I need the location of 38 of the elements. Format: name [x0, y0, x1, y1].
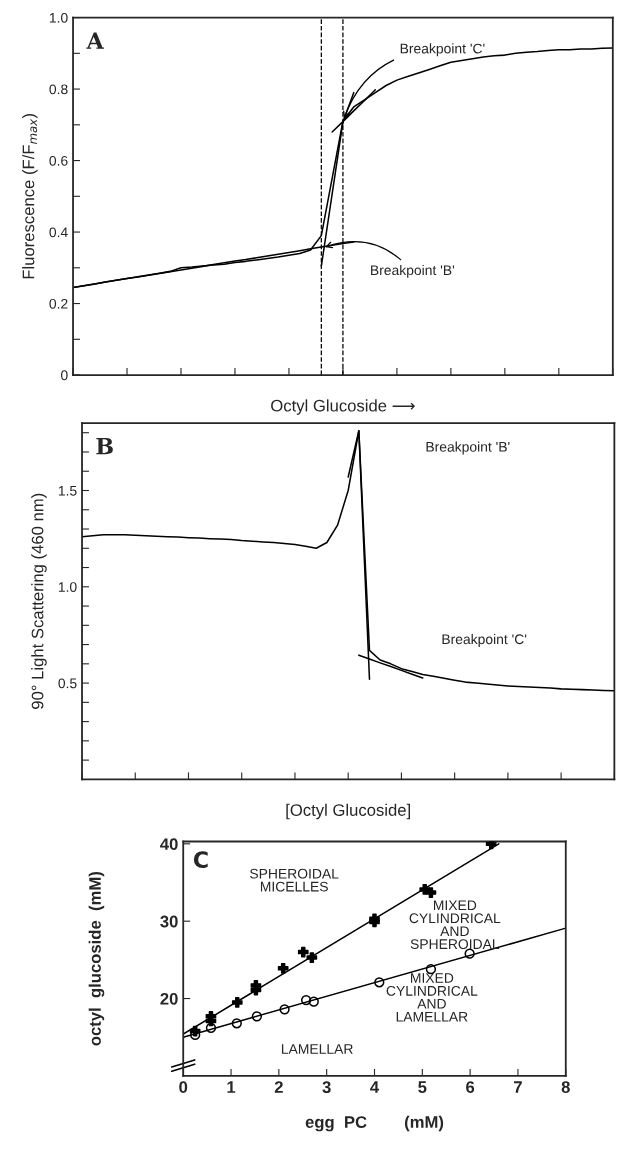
y-tick-label: 20	[160, 992, 178, 1005]
annotation: Breakpoint 'B'	[426, 441, 510, 455]
x-tick-label: 0	[179, 1081, 188, 1093]
y-tick-label: 40	[160, 838, 178, 851]
y-tick-label: 1.0	[58, 582, 77, 592]
x-axis-title: Octyl Glucoside ⟶	[271, 399, 415, 415]
y-tick-label: 0.6	[49, 155, 68, 166]
text: A	[86, 32, 105, 49]
annotation: SPHEROIDAL MICELLES	[250, 868, 339, 892]
x-axis-title: [Octyl Glucoside]	[286, 803, 410, 820]
x-tick-label: 4	[370, 1081, 380, 1093]
annotation: MIXED CYLINDRICAL AND LAMELLAR	[386, 973, 478, 1022]
x-tick-label: 1	[227, 1081, 236, 1093]
y-tick-label: 1.0	[49, 12, 68, 23]
x-tick-label: 7	[514, 1081, 522, 1093]
y-tick-label: 30	[160, 915, 178, 928]
y-tick-label: 0.4	[49, 227, 68, 238]
x-tick-label: 6	[466, 1081, 475, 1093]
y-tick-label: 0.2	[49, 298, 68, 309]
annotation: LAMELLAR	[281, 1044, 353, 1054]
x-tick-label: 3	[322, 1081, 331, 1094]
y-axis-title: octyl glucoside (mM)	[88, 872, 105, 1046]
y-tick-label: 0.5	[58, 678, 77, 689]
annotation: Breakpoint 'C'	[400, 43, 485, 57]
y-axis-title: Fluorescence (F/F$_{max}$)	[22, 113, 38, 279]
y-tick-label: 1.5	[58, 485, 77, 496]
x-tick-label: 8	[561, 1081, 570, 1093]
annotation: MIXED CYLINDRICAL AND SPHEROIDAL	[409, 900, 501, 950]
x-tick-label: 2	[274, 1081, 283, 1093]
x-tick-label: 5	[418, 1081, 427, 1093]
annotation: Breakpoint 'B'	[371, 264, 455, 278]
y-tick-label: 0.8	[49, 84, 68, 95]
chart-title: C	[193, 851, 208, 869]
x-axis-title: egg PC (mM)	[305, 1115, 444, 1132]
y-axis-title: 90° Light Scattering (460 nm)	[31, 493, 47, 709]
y-tick-label: 0	[61, 370, 68, 381]
annotation: Breakpoint 'C'	[442, 633, 527, 647]
text: B	[96, 438, 113, 455]
